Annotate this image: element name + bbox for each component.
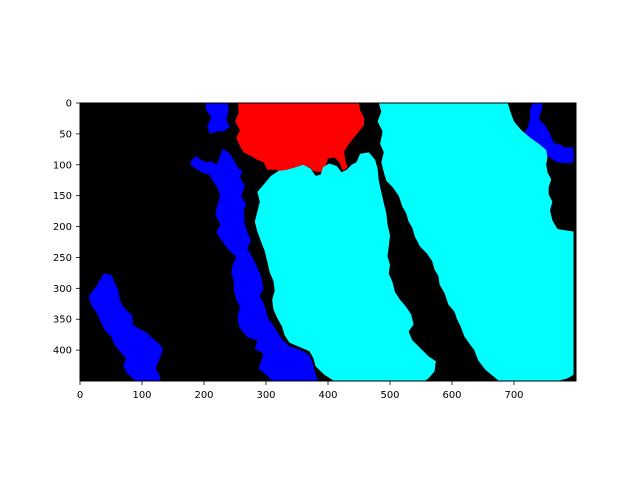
x-tick-label: 400 <box>318 390 337 401</box>
region-cyan-5 <box>377 103 574 381</box>
region-red-4 <box>235 103 364 174</box>
x-tick-label: 0 <box>77 390 83 401</box>
y-tick-label: 350 <box>53 315 72 326</box>
y-tick-label: 100 <box>53 160 72 171</box>
region-blue-1 <box>190 148 319 381</box>
x-tick-label: 700 <box>504 390 523 401</box>
region-blue-2 <box>88 273 164 381</box>
y-tick-label: 400 <box>53 346 72 357</box>
x-tick-label: 300 <box>256 390 275 401</box>
region-blue-0 <box>205 103 230 134</box>
x-tick-label: 200 <box>194 390 213 401</box>
region-cyan-6 <box>254 152 436 381</box>
y-tick-label: 0 <box>66 99 72 110</box>
x-tick-label: 600 <box>442 390 461 401</box>
y-tick-label: 300 <box>53 284 72 295</box>
plot-area <box>80 103 576 381</box>
x-tick-label: 100 <box>132 390 151 401</box>
x-tick-label: 500 <box>380 390 399 401</box>
y-tick-label: 50 <box>59 129 72 140</box>
y-tick-label: 200 <box>53 222 72 233</box>
axes: 0 100 200 300 400 500 600 700 0 50 100 150 200 250 300… <box>53 99 577 401</box>
y-tick-label: 150 <box>53 191 72 202</box>
y-tick-label: 250 <box>53 253 72 264</box>
region-blue-3 <box>523 103 574 164</box>
